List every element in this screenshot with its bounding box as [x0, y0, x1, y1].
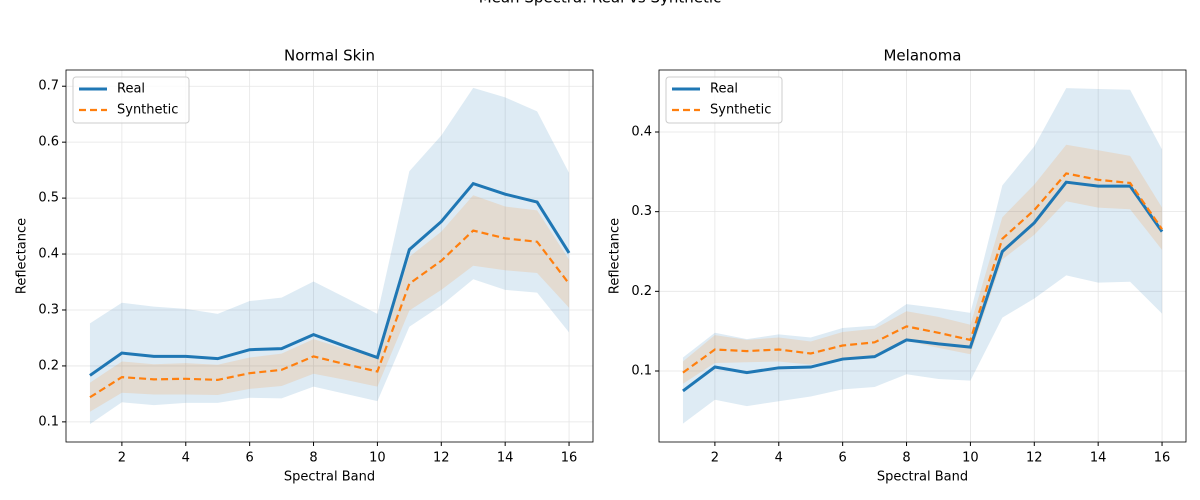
x-tick-label: 2: [711, 451, 719, 466]
x-tick-label: 12: [433, 451, 450, 466]
x-tick-label: 8: [309, 451, 317, 466]
band: [89, 195, 570, 412]
x-tick-label: 16: [1154, 451, 1171, 466]
x-tick-label: 16: [561, 451, 578, 466]
y-axis-label: Reflectance: [608, 218, 623, 294]
y-tick-label: 0.4: [631, 124, 652, 139]
y-tick-label: 0.1: [38, 414, 59, 429]
y-tick-label: 0.6: [38, 135, 59, 150]
axes-title: Melanoma: [883, 47, 961, 65]
x-tick-label: 8: [902, 451, 910, 466]
band: [682, 88, 1163, 424]
legend-label: Synthetic: [117, 103, 178, 118]
legend: Real Synthetic: [72, 76, 190, 124]
legend-label: Synthetic: [710, 103, 771, 118]
line: [89, 181, 571, 377]
y-tick-label: 0.2: [631, 284, 652, 299]
y-tick-label: 0.3: [38, 302, 59, 317]
x-tick-label: 10: [369, 451, 386, 466]
axes-frame: [658, 69, 1187, 443]
axes-frame: [65, 69, 594, 443]
band: [89, 87, 570, 425]
x-tick-label: 4: [775, 451, 783, 466]
y-tick-label: 0.2: [38, 358, 59, 373]
y-tick-label: 0.4: [38, 247, 59, 262]
y-tick-label: 0.1: [631, 364, 652, 379]
legend-label: Real: [710, 82, 738, 97]
axes: Melanoma 2 4 6 8 10 12 14 16 0.1 0.2 0.3 0.4 Spectral…: [608, 47, 1187, 485]
x-tick-label: 14: [1090, 451, 1107, 466]
x-tick-label: 2: [118, 451, 126, 466]
figure-title: Mean Spectra: Real vs Synthetic: [479, 0, 722, 7]
x-tick-label: 6: [246, 451, 254, 466]
band: [682, 144, 1163, 384]
axes-title: Normal Skin: [284, 47, 375, 65]
y-axis-label: Reflectance: [15, 218, 30, 294]
legend: Real Synthetic: [665, 76, 783, 124]
x-tick-label: 12: [1026, 451, 1043, 466]
x-axis-label: Spectral Band: [284, 470, 375, 485]
y-tick-label: 0.3: [631, 204, 652, 219]
x-tick-label: 6: [839, 451, 847, 466]
x-tick-label: 14: [497, 451, 514, 466]
legend-label: Real: [117, 82, 145, 97]
x-axis-label: Spectral Band: [877, 470, 968, 485]
y-tick-label: 0.5: [38, 191, 59, 206]
x-tick-label: 4: [182, 451, 190, 466]
axes: Normal Skin 2 4 6 8 10 12 14 16 0.1 0.2 0.3 0.4 0.5 0.…: [15, 47, 594, 485]
x-tick-label: 10: [962, 451, 979, 466]
y-tick-label: 0.7: [38, 79, 59, 94]
line: [682, 180, 1164, 393]
